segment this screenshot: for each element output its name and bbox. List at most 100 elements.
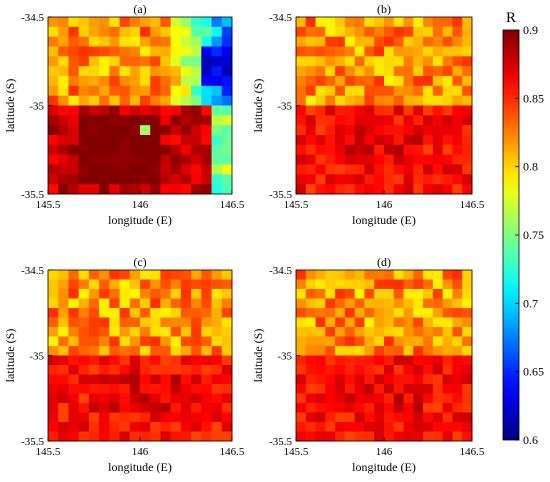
heatmap-cell [442, 95, 453, 106]
x-tick-label: 146.5 [220, 446, 245, 458]
heatmap-cell [221, 105, 233, 116]
heatmap-cell [150, 298, 161, 309]
heatmap-cell [78, 393, 90, 404]
colorbar-tick-label: 0.65 [523, 365, 544, 379]
y-tick-label: -34.5 [269, 265, 292, 277]
heatmap-cell [170, 85, 182, 97]
heatmap-cell [374, 56, 385, 67]
heatmap-cell [68, 46, 80, 57]
heatmap-cell [354, 36, 365, 47]
heatmap-cell [58, 279, 69, 290]
heatmap-cell [452, 115, 463, 126]
heatmap-cell [99, 289, 110, 299]
panel-title: (d) [377, 255, 391, 269]
heatmap-cell [423, 154, 434, 165]
heatmap-cell [129, 105, 141, 116]
heatmap-cell [201, 105, 212, 116]
heatmap-cell [180, 17, 192, 28]
heatmap-cell [109, 308, 120, 318]
heatmap-cell [296, 135, 307, 146]
heatmap-cell [140, 95, 151, 106]
heatmap-cell [180, 289, 192, 299]
heatmap-cell [364, 105, 375, 116]
heatmap-cell [99, 317, 110, 328]
heatmap-cell [354, 66, 365, 77]
heatmap-cell [344, 95, 356, 106]
heatmap-cell [68, 85, 80, 97]
heatmap-cell [180, 317, 192, 328]
heatmap-cell [296, 384, 307, 394]
heatmap-cell [211, 431, 223, 442]
heatmap-cell [305, 336, 316, 347]
heatmap-cell [364, 17, 375, 28]
heatmap-cell [364, 346, 375, 356]
heatmap-cell [344, 346, 356, 356]
heatmap-cell [170, 279, 182, 290]
heatmap-cell [384, 184, 395, 195]
heatmap-cell [462, 336, 473, 347]
heatmap-cell [374, 355, 385, 366]
heatmap-cell [221, 154, 233, 165]
heatmap-cell [201, 36, 212, 47]
heatmap-cell [221, 76, 233, 87]
heatmap-cell [201, 95, 212, 106]
heatmap-cell [170, 115, 182, 126]
heatmap-cell [170, 384, 182, 394]
heatmap-cell [354, 105, 365, 116]
heatmap-cell [109, 135, 120, 146]
colorbar-tick-label: 0.75 [523, 228, 544, 242]
heatmap-cell [68, 308, 80, 318]
heatmap-cell [58, 154, 69, 165]
heatmap-cell [58, 403, 69, 413]
heatmap-cell [99, 36, 110, 47]
heatmap-cell [191, 17, 202, 28]
y-tick-label: -35 [29, 351, 44, 363]
heatmap-cell [325, 289, 336, 299]
heatmap-cell [335, 308, 346, 318]
heatmap-cell [150, 289, 161, 299]
heatmap-cell [325, 365, 336, 375]
heatmap-cell [305, 422, 316, 432]
heatmap-cell [140, 66, 151, 77]
heatmap-cell [129, 298, 141, 309]
heatmap-cell [315, 164, 326, 175]
heatmap-cell [442, 355, 453, 366]
heatmap-cell [403, 365, 414, 375]
heatmap-cell [129, 412, 141, 423]
heatmap-cell [364, 174, 375, 185]
heatmap-cell [119, 184, 131, 195]
heatmap-cell [423, 336, 434, 347]
heatmap-cell [296, 289, 307, 299]
heatmap-cell [432, 270, 444, 280]
heatmap-cell [384, 36, 395, 47]
heatmap-cell [354, 365, 365, 375]
heatmap-cell [374, 46, 385, 57]
heatmap-cell [452, 374, 463, 385]
heatmap-cell [315, 336, 326, 347]
heatmap-cell [462, 412, 473, 423]
heatmap-cell [452, 174, 463, 185]
heatmap-cell [364, 76, 375, 87]
heatmap-cell [180, 279, 192, 290]
heatmap-cell [211, 374, 223, 385]
heatmap-cell [221, 56, 233, 67]
heatmap-cell [364, 154, 375, 165]
heatmap-cell [58, 26, 69, 38]
heatmap-cell [140, 125, 151, 136]
heatmap-cell [364, 36, 375, 47]
heatmap-cell [109, 56, 120, 67]
heatmap-cell [119, 336, 131, 347]
heatmap-cell [374, 308, 385, 318]
heatmap-cell [335, 76, 346, 87]
heatmap-cell [315, 174, 326, 185]
heatmap-cell [211, 17, 223, 28]
heatmap-cell [344, 76, 356, 87]
heatmap-cell [462, 308, 473, 318]
heatmap-cell [423, 365, 434, 375]
heatmap-cell [180, 115, 192, 126]
heatmap-cell [452, 95, 463, 106]
heatmap-cell [119, 384, 131, 394]
heatmap-cell [201, 144, 212, 156]
heatmap-cell [442, 365, 453, 375]
